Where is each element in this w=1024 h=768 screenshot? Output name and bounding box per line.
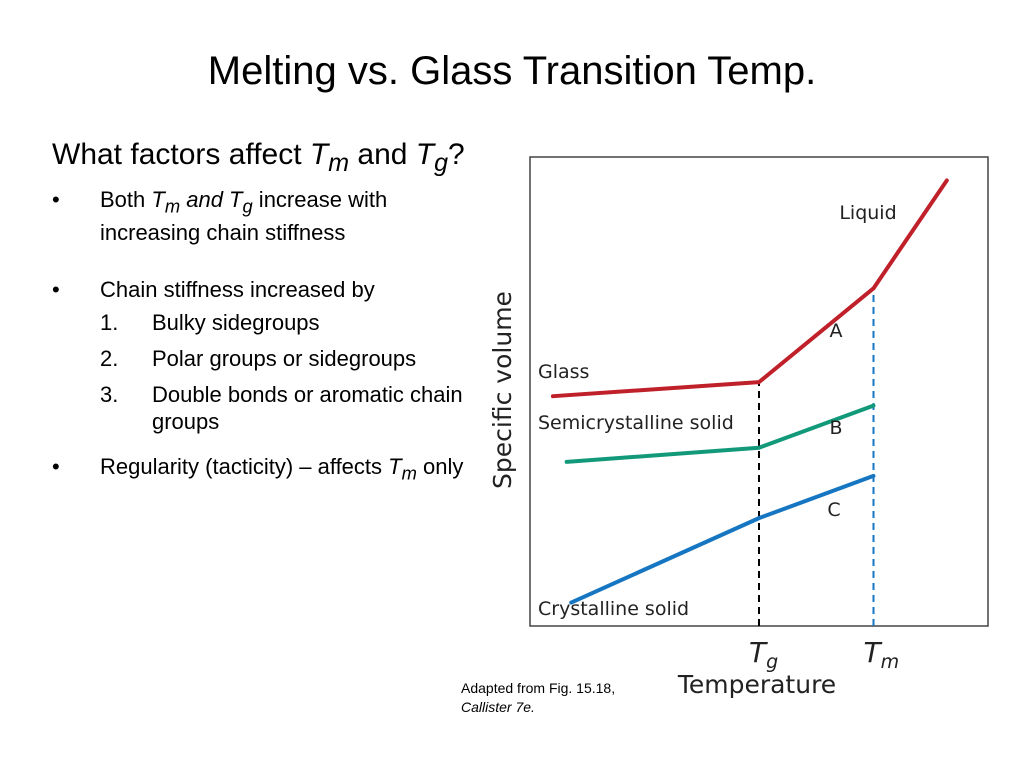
- region-label-B: B: [829, 417, 842, 439]
- list-number: 2.: [100, 346, 119, 372]
- heading-question-mark: ?: [448, 138, 465, 171]
- x-axis-label: Temperature: [677, 670, 836, 699]
- figure-caption: Adapted from Fig. 15.18, Callister 7e.: [461, 679, 615, 717]
- series-label-2: Semicrystalline solid: [538, 412, 734, 434]
- heading-text-and: and: [349, 138, 416, 171]
- bullet-icon: •: [52, 277, 60, 303]
- tm-symbol: T: [309, 138, 329, 171]
- x-tick-label-1: Tm: [864, 636, 900, 673]
- series-label-1: Glass: [538, 361, 589, 383]
- bullet-item-regularity: • Regularity (tacticity) – affects Tm on…: [52, 453, 482, 486]
- tm-subscript: m: [164, 195, 181, 217]
- tm-subscript: m: [401, 462, 417, 484]
- series-label-3: Crystalline solid: [538, 598, 689, 620]
- bullet-content: What factors affect Tm and Tg? • Both Tm…: [52, 138, 482, 517]
- list-item: 3. Double bonds or aromatic chain groups: [52, 381, 482, 435]
- tg-subscript: g: [242, 195, 253, 217]
- page-title: Melting vs. Glass Transition Temp.: [207, 49, 817, 93]
- tm-subscript: m: [328, 149, 350, 177]
- x-tick-label-0: Tg: [749, 636, 778, 673]
- bullet-text: increase with increasing chain stiffness: [100, 187, 388, 246]
- tg-symbol: T: [415, 138, 435, 171]
- tm-symbol: T: [151, 187, 165, 212]
- list-text: Bulky sidegroups: [152, 310, 320, 336]
- series-line-3: [569, 473, 876, 605]
- bullet-item-stiffness: • Both Tm and Tg increase with increasin…: [52, 186, 482, 246]
- series-line-0: [871, 178, 949, 291]
- list-item: 2. Polar groups or sidegroups: [52, 345, 482, 372]
- tg-subscript: g: [434, 149, 449, 177]
- region-label-A: A: [830, 320, 843, 342]
- list-item: 1. Bulky sidegroups: [52, 309, 482, 336]
- list-number: 1.: [100, 310, 119, 336]
- region-label-C: C: [827, 499, 840, 521]
- tm-symbol: T: [388, 454, 402, 480]
- series-line-1: [550, 286, 876, 399]
- caption-line: Adapted from Fig. 15.18,: [461, 680, 616, 696]
- list-text: Polar groups or sidegroups: [152, 346, 417, 372]
- heading-text: What factors affect: [52, 138, 310, 171]
- caption-source: Callister 7e.: [461, 699, 535, 715]
- series-line-2: [564, 403, 876, 464]
- bullet-item-increased-by: • Chain stiffness increased by: [52, 276, 482, 303]
- list-text: Double bonds or aromatic chain groups: [152, 382, 463, 435]
- list-number: 3.: [100, 382, 119, 408]
- y-axis-label: Specific volume: [488, 291, 517, 489]
- bullet-text: Chain stiffness increased by: [100, 277, 375, 303]
- series-label-0: Liquid: [839, 202, 896, 224]
- bullet-text: Regularity (tacticity) – affects: [100, 454, 389, 480]
- question-heading: What factors affect Tm and Tg?: [52, 138, 482, 180]
- bullet-icon: •: [52, 187, 60, 212]
- and-tg-symbol: and T: [180, 187, 243, 212]
- bullet-text: Both: [100, 187, 152, 212]
- bullet-text: only: [416, 454, 464, 480]
- bullet-icon: •: [52, 454, 60, 480]
